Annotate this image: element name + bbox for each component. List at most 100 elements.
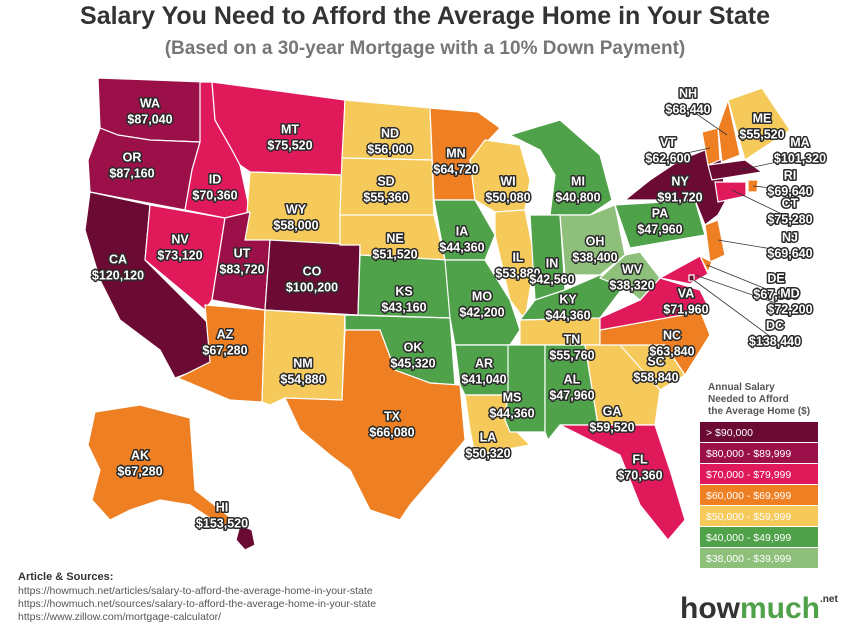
state-salary: $64,720: [433, 162, 478, 176]
legend-swatch: [700, 422, 818, 442]
legend-title: the Average Home ($): [708, 406, 810, 417]
state-abbr: DC: [766, 318, 784, 332]
state-salary: $41,040: [461, 372, 506, 386]
state-salary: $70,360: [192, 188, 237, 202]
state-abbr: NC: [663, 328, 681, 342]
state-salary: $87,040: [127, 112, 172, 126]
legend-title: Annual Salary: [708, 382, 775, 393]
state-salary: $72,200: [767, 302, 812, 316]
state-abbr: SC: [647, 354, 664, 368]
state-abbr: NJ: [782, 230, 798, 244]
state-shape: [614, 199, 706, 249]
title: Salary You Need to Afford the Average Ho…: [80, 2, 770, 30]
state-salary: $63,840: [649, 344, 694, 358]
state-abbr: WI: [500, 174, 515, 188]
state-salary: $73,120: [157, 248, 202, 262]
state-salary: $47,960: [549, 388, 594, 402]
sources-heading: Article & Sources:: [18, 571, 113, 583]
state-abbr: NH: [679, 86, 697, 100]
state-salary: $42,560: [529, 272, 574, 286]
state-salary: $55,360: [363, 190, 408, 204]
state-abbr: HI: [216, 500, 229, 514]
state-salary: $40,800: [555, 190, 600, 204]
subtitle: (Based on a 30-year Mortgage with a 10% …: [165, 38, 686, 59]
state-salary: $44,360: [489, 406, 534, 420]
state-abbr: LA: [480, 430, 497, 444]
state-salary: $71,960: [663, 302, 708, 316]
state-shape: [433, 199, 496, 261]
state-abbr: PA: [652, 206, 668, 220]
legend-label: $60,000 - $69,999: [706, 490, 791, 502]
state-salary: $54,880: [280, 372, 325, 386]
state-salary: $59,520: [589, 420, 634, 434]
legend: Annual Salary Needed to Afford the Avera…: [708, 382, 810, 417]
state-salary: $66,080: [369, 425, 414, 439]
state-abbr: MD: [780, 286, 799, 300]
state-salary: $138,440: [749, 334, 801, 348]
state-salary: $55,760: [549, 348, 594, 362]
state-salary: $69,640: [767, 184, 812, 198]
logo-how: how: [680, 592, 741, 625]
state-abbr: KY: [559, 292, 577, 306]
state-abbr: OK: [404, 340, 423, 354]
state-salary: $101,320: [774, 151, 826, 165]
state-abbr: UT: [234, 246, 251, 260]
state-abbr: NE: [386, 231, 403, 245]
leader-line: [694, 274, 791, 309]
state-abbr: VA: [678, 286, 694, 300]
legend-label: > $90,000: [706, 427, 753, 439]
state-abbr: MI: [571, 174, 585, 188]
state-abbr: WV: [622, 262, 643, 276]
state-abbr: GA: [603, 404, 622, 418]
state-salary: $56,000: [367, 142, 412, 156]
state-abbr: IN: [546, 256, 559, 270]
state-abbr: MA: [790, 135, 809, 149]
state-salary: $100,200: [286, 280, 338, 294]
legend-title: Needed to Afford: [708, 394, 789, 405]
state-salary: $153,520: [196, 516, 248, 530]
legend-label: $50,000 - $59,999: [706, 511, 791, 523]
state-abbr: MN: [446, 146, 465, 160]
state-abbr: OR: [123, 150, 142, 164]
legend-swatch: [700, 464, 818, 484]
state-salary: $67,280: [202, 343, 247, 357]
leader-line: [690, 277, 776, 341]
source-link: https://www.zillow.com/mortgage-calculat…: [18, 611, 221, 623]
state-abbr: ME: [753, 111, 772, 125]
leader-line: [731, 189, 791, 219]
source-link: https://howmuch.net/articles/salary-to-a…: [18, 585, 373, 597]
state-salary: $53,880: [495, 266, 540, 280]
leader-line: [687, 107, 728, 136]
state-salary: $44,360: [545, 308, 590, 322]
logo-much: much: [740, 592, 820, 625]
state-abbr: RI: [784, 168, 797, 182]
state-salary: $58,840: [633, 370, 678, 384]
logo-suffix: .net: [820, 594, 838, 605]
legend-items: > $90,000 $80,000 - $89,999 $70,000 - $79,…: [700, 422, 818, 568]
state-salary: $47,960: [637, 222, 682, 236]
state-salary: $50,080: [485, 190, 530, 204]
state-salary: $43,160: [381, 300, 426, 314]
state-abbr: DE: [767, 271, 784, 285]
state-abbr: MO: [472, 289, 492, 303]
legend-swatch: [700, 506, 818, 526]
state-salary: $38,400: [572, 250, 617, 264]
state-salary: $83,720: [219, 262, 264, 276]
state-salary: $67,280: [117, 464, 162, 478]
state-salary: $62,600: [645, 151, 690, 165]
leader-line: [667, 147, 711, 158]
legend-label: $70,000 - $79,999: [706, 469, 791, 481]
leader-line: [739, 156, 801, 171]
leader-line: [706, 264, 777, 294]
state-salary: $50,320: [465, 446, 510, 460]
state-shape: [701, 127, 721, 166]
legend-label: $38,000 - $39,999: [706, 553, 791, 565]
state-salary: $91,720: [657, 190, 702, 204]
state-salary: $120,120: [92, 268, 144, 282]
state-abbr: AZ: [217, 327, 234, 341]
state-salary: $45,320: [390, 356, 435, 370]
leader-line: [717, 239, 791, 253]
state-abbr: IL: [512, 250, 523, 264]
state-shape: [235, 524, 256, 551]
state-salary: $69,640: [767, 246, 812, 260]
